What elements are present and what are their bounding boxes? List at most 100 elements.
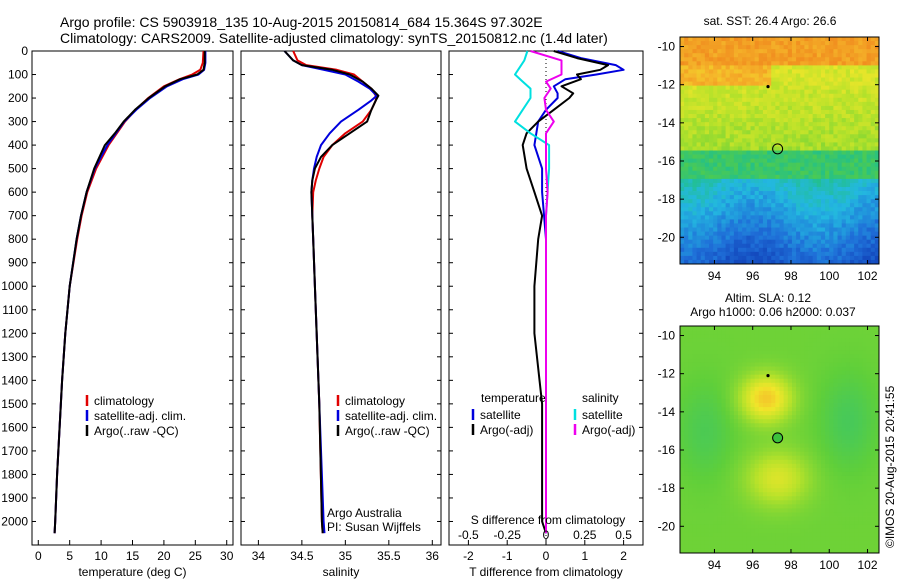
sla-map-cell: [717, 431, 722, 436]
sla-map-cell: [709, 504, 714, 509]
sst-map-cell: [816, 49, 822, 54]
sst-map-cell: [754, 61, 760, 66]
sla-map-cell: [704, 398, 710, 404]
sst-map-cell: [680, 150, 685, 155]
sla-map-cell: [796, 459, 801, 465]
sst-map-cell: [767, 37, 772, 42]
sst-map-cell: [854, 186, 859, 192]
sst-map-cell: [692, 118, 697, 123]
sla-map-cell: [775, 358, 780, 363]
sst-map-cell: [733, 191, 739, 196]
sla-map-cell: [684, 415, 689, 420]
sst-map-cell: [709, 182, 714, 188]
sst-map-cell: [746, 255, 751, 261]
sst-map-cell: [717, 126, 722, 131]
sst-map-cell: [837, 170, 843, 176]
sst-map-cell: [783, 195, 789, 200]
sst-map-cell: [762, 195, 768, 200]
sla-map-cell: [717, 362, 722, 367]
sst-map-cell: [825, 207, 830, 212]
sla-map-cell: [808, 370, 814, 376]
sst-map-cell: [696, 195, 702, 200]
sst-map-cell: [738, 215, 743, 220]
sla-map-cell: [692, 346, 697, 351]
sla-map-cell: [696, 455, 702, 461]
sst-map-cell: [858, 219, 863, 224]
sst-map-cell: [862, 150, 867, 155]
sst-map-cell: [820, 195, 826, 200]
sla-map-cell: [804, 443, 809, 448]
sst-map-cell: [812, 109, 818, 115]
sst-map-cell: [725, 126, 731, 131]
sla-map-cell: [767, 516, 772, 521]
sla-map-cell: [688, 370, 693, 376]
sla-map-cell: [725, 358, 731, 363]
sst-map-cell: [870, 41, 876, 46]
sst-map-cell: [837, 195, 843, 200]
sla-map-cell: [700, 354, 706, 359]
sst-map-cell: [845, 77, 851, 82]
sst-map-cell: [874, 142, 880, 147]
sla-map-cell: [704, 512, 710, 517]
sst-map-cell: [829, 118, 834, 123]
sst-map-cell: [688, 45, 693, 50]
sst-map-cell: [791, 170, 797, 176]
sst-map-cell: [709, 101, 714, 107]
sst-map-cell: [762, 37, 768, 42]
sst-map-cell: [796, 69, 801, 74]
sst-map-cell: [754, 45, 760, 50]
sst-map-cell: [692, 73, 697, 78]
sst-map-cell: [738, 158, 743, 164]
sla-map-cell: [825, 443, 830, 448]
sst-map-cell: [771, 191, 776, 196]
sla-map-cell: [808, 512, 814, 517]
sla-map-cell: [709, 350, 714, 355]
sla-map-cell: [820, 378, 826, 384]
sst-map-cell: [845, 134, 851, 139]
sla-map-cell: [738, 350, 743, 355]
sla-map-cell: [754, 451, 760, 457]
sla-map-cell: [688, 354, 693, 359]
salinity-xtick-label: 34: [252, 549, 266, 563]
sla-map-cell: [713, 435, 718, 440]
sla-map-cell: [696, 548, 702, 554]
sla-map-cell: [725, 366, 731, 371]
sla-map-cell: [696, 500, 702, 505]
sla-map-cell: [804, 354, 809, 359]
sst-map-cell: [845, 231, 851, 237]
sst-map-cell: [750, 191, 756, 196]
sst-map-cell: [820, 65, 826, 70]
sla-map-cell: [800, 508, 805, 513]
sla-map-cell: [704, 492, 710, 497]
sla-map-cell: [684, 330, 689, 335]
sla-map-cell: [713, 528, 718, 534]
sla-map-cell: [680, 423, 685, 428]
sla-map-cell: [692, 415, 697, 420]
sla-map-cell: [692, 374, 697, 380]
sst-map-cell: [688, 130, 693, 135]
sst-map-cell: [791, 231, 797, 237]
sst-map-cell: [696, 49, 702, 54]
sla-map-cell: [787, 512, 793, 517]
sla-map-cell: [721, 330, 727, 335]
sla-map-cell: [742, 334, 747, 339]
sla-map-cell: [820, 496, 826, 501]
sla-map-cell: [800, 488, 805, 493]
temperature-xtick-label: 15: [126, 549, 140, 563]
sla-map-cell: [684, 386, 689, 392]
sla-map-cell: [680, 540, 685, 546]
sst-map-cell: [862, 109, 867, 115]
sst-map-cell: [866, 259, 872, 265]
sla-map-cell: [779, 419, 785, 424]
sst-map-cell: [758, 142, 764, 147]
sst-map-cell: [688, 203, 693, 208]
sla-map-cell: [750, 398, 756, 404]
sla-map-cell: [692, 496, 697, 501]
sla-map-cell: [771, 480, 776, 485]
sst-map-cell: [787, 150, 793, 155]
sst-map-cell: [804, 73, 809, 78]
sla-map-cell: [725, 512, 731, 517]
sst-map-cell: [767, 170, 772, 176]
sst-map-cell: [680, 247, 685, 253]
sla-map-cell: [791, 346, 797, 351]
